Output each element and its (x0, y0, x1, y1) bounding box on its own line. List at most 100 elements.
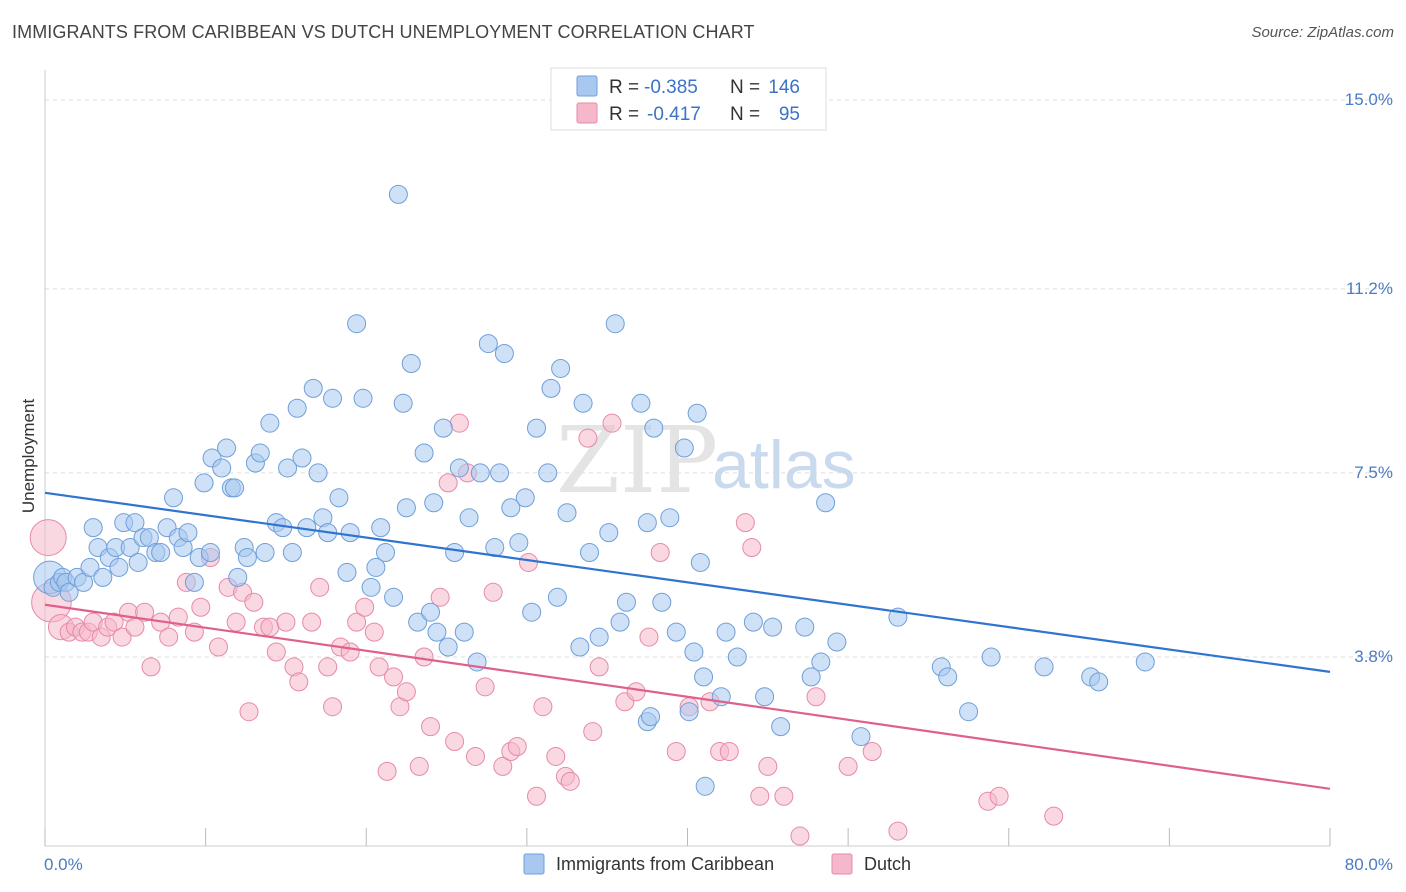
caribbean-point (641, 707, 661, 727)
caribbean-point (396, 498, 416, 518)
caribbean-point (449, 458, 469, 478)
watermark-zip: ZIP (556, 407, 718, 514)
caribbean-point (388, 184, 408, 204)
caribbean-point (184, 572, 204, 592)
caribbean-point (427, 622, 447, 642)
dutch-point (533, 697, 553, 717)
caribbean-point (610, 612, 630, 632)
caribbean-point (763, 617, 783, 637)
bottom-legend: Immigrants from Caribbean Dutch (523, 853, 911, 875)
source-label: Source: ZipAtlas.com (1251, 24, 1394, 41)
legend-swatch-dutch (576, 102, 598, 124)
dutch-point (774, 786, 794, 806)
caribbean-point (445, 543, 465, 563)
caribbean-point (329, 488, 349, 508)
bottom-legend-label-dutch: Dutch (864, 854, 911, 874)
caribbean-point (376, 543, 396, 563)
caribbean-point (599, 523, 619, 543)
dutch-point (384, 667, 404, 687)
caribbean-point (811, 652, 831, 672)
dutch-point (421, 717, 440, 737)
caribbean-point (292, 448, 312, 468)
caribbean-point (438, 637, 458, 657)
caribbean-point (278, 458, 298, 478)
caribbean-trend-line (44, 491, 1331, 673)
dutch-point (483, 582, 503, 602)
caribbean-point (337, 562, 357, 582)
x-ticks (44, 828, 1331, 846)
caribbean-point (573, 393, 593, 413)
caribbean-point (401, 353, 421, 373)
x-tick-label-min: 0.0% (44, 855, 83, 874)
dutch-point (650, 543, 670, 563)
dutch-point (409, 756, 429, 776)
caribbean-point (755, 687, 775, 707)
dutch-point (719, 741, 739, 761)
dutch-point (465, 746, 485, 766)
caribbean-point (93, 567, 113, 587)
dutch-point (445, 732, 465, 752)
dutch-point (208, 637, 228, 657)
caribbean-point (801, 667, 821, 687)
legend-r-label-1: R = (609, 77, 639, 98)
dutch-point (302, 612, 322, 632)
caribbean-point (816, 493, 836, 513)
dutch-point (438, 473, 458, 493)
legend-n-value-1: 146 (768, 77, 800, 98)
dutch-point (888, 821, 908, 841)
dutch-point (226, 612, 246, 632)
caribbean-point (1034, 657, 1054, 677)
caribbean-point (340, 523, 360, 543)
caribbean-point (580, 543, 600, 563)
dutch-point (507, 737, 527, 757)
caribbean-point (959, 702, 979, 722)
caribbean-point (490, 463, 510, 483)
dutch-point (377, 761, 397, 781)
dutch-point (244, 592, 264, 612)
dutch-point (355, 597, 375, 617)
caribbean-point (59, 582, 79, 602)
dutch-point (806, 687, 826, 707)
chart-title: IMMIGRANTS FROM CARIBBEAN VS DUTCH UNEMP… (12, 22, 755, 42)
caribbean-point (433, 418, 453, 438)
caribbean-point (527, 418, 547, 438)
caribbean-point (631, 393, 651, 413)
caribbean-point (178, 523, 198, 543)
dutch-trend-line (44, 603, 1331, 790)
caribbean-point (260, 413, 280, 433)
dutch-point (602, 413, 622, 433)
caribbean-point (694, 667, 714, 687)
caribbean-point (637, 513, 657, 533)
caribbean-point (687, 403, 707, 423)
dutch-point (862, 741, 882, 761)
caribbean-point (557, 503, 577, 523)
dutch-point (560, 771, 580, 791)
y-axis-title: Unemployment (19, 399, 38, 514)
caribbean-point (408, 612, 428, 632)
caribbean-point (605, 314, 625, 334)
caribbean-point (981, 647, 1001, 667)
dutch-point (518, 552, 538, 572)
caribbean-point (237, 547, 257, 567)
caribbean-point (217, 438, 237, 458)
caribbean-point (509, 533, 529, 553)
legend-r-value-2: -0.417 (647, 104, 701, 125)
caribbean-point (494, 344, 514, 364)
dutch-point (104, 612, 124, 632)
caribbean-point (255, 543, 275, 563)
caribbean-point (414, 443, 434, 463)
dutch-point (239, 702, 259, 722)
y-tick-label: 7.5% (1354, 463, 1393, 482)
dutch-point (112, 627, 132, 647)
caribbean-point (684, 642, 704, 662)
caribbean-point (644, 418, 664, 438)
caribbean-point (795, 617, 815, 637)
caribbean-point (225, 478, 245, 498)
dutch-point (340, 642, 360, 662)
dutch-point (323, 697, 343, 717)
caribbean-point (743, 612, 763, 632)
caribbean-point (308, 463, 328, 483)
caribbean-point (303, 378, 323, 398)
dutch-point (396, 682, 416, 702)
caribbean-point (679, 702, 699, 722)
